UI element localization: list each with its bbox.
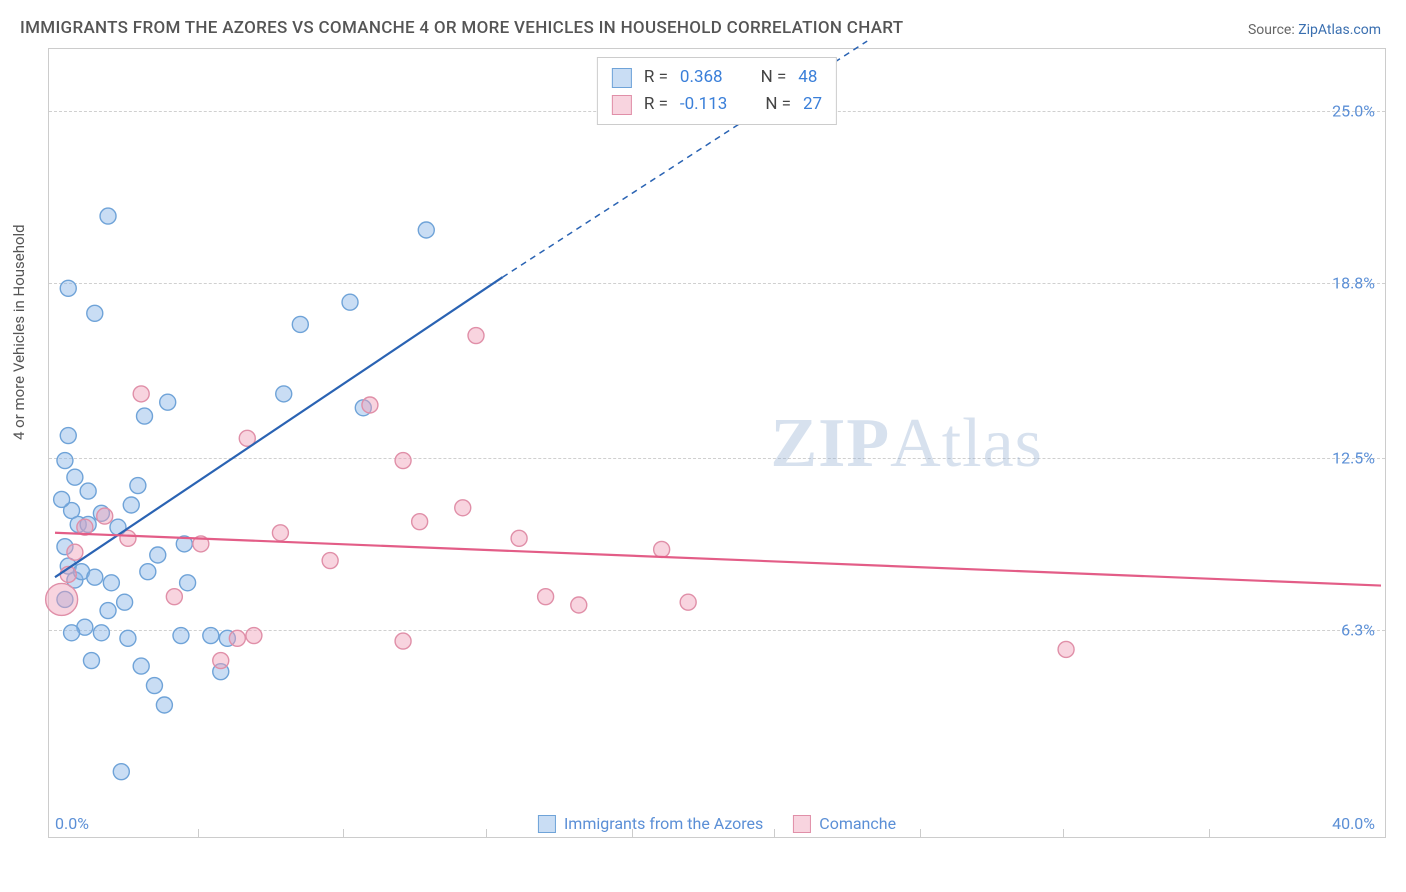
scatter-point [203, 628, 219, 644]
scatter-point [1058, 641, 1074, 657]
scatter-point [93, 625, 109, 641]
scatter-point [322, 553, 338, 569]
x-axis-max-label: 40.0% [1332, 814, 1375, 833]
stat-n-value: 48 [798, 64, 817, 91]
x-tick [198, 829, 199, 837]
series-swatch [612, 95, 632, 115]
scatter-point [680, 594, 696, 610]
scatter-point [272, 525, 288, 541]
stat-n-value: 27 [803, 91, 822, 118]
scatter-point [100, 603, 116, 619]
stat-row: R = 0.368 N = 48 [612, 64, 822, 91]
scatter-point [166, 589, 182, 605]
scatter-point [146, 678, 162, 694]
scatter-point [571, 597, 587, 613]
scatter-point [67, 544, 83, 560]
scatter-point [468, 328, 484, 344]
scatter-point [395, 453, 411, 469]
scatter-point [117, 594, 133, 610]
legend-swatch [793, 815, 811, 833]
scatter-point [412, 514, 428, 530]
x-tick [486, 829, 487, 837]
scatter-plot-svg [49, 49, 1385, 837]
x-tick [920, 829, 921, 837]
legend-label: Comanche [819, 814, 896, 833]
scatter-point [83, 653, 99, 669]
stat-r-label: R = [644, 64, 668, 91]
stat-n-label: N = [765, 91, 791, 118]
x-tick [774, 829, 775, 837]
stat-r-label: R = [644, 91, 668, 118]
source-attribution: Source: ZipAtlas.com [1248, 22, 1381, 38]
x-axis-legend: Immigrants from the Azores Comanche [538, 814, 896, 833]
scatter-point [137, 408, 153, 424]
legend-swatch [538, 815, 556, 833]
scatter-point [80, 483, 96, 499]
legend-item: Comanche [793, 814, 896, 833]
chart-plot-area: 6.3%12.5%18.8%25.0% ZIPAtlas R =0.368N =… [48, 48, 1386, 838]
stats-legend-box: R = 0.368 N = 48 R = -0.113 N = 27 [597, 57, 837, 125]
scatter-point [60, 280, 76, 296]
scatter-point [133, 658, 149, 674]
source-label: Source: [1248, 22, 1295, 38]
scatter-point [156, 697, 172, 713]
scatter-point [140, 564, 156, 580]
scatter-point [103, 575, 119, 591]
scatter-point [160, 394, 176, 410]
scatter-point [229, 630, 245, 646]
trend-line [55, 533, 1381, 586]
scatter-point [64, 625, 80, 641]
scatter-point [654, 541, 670, 557]
scatter-point [54, 491, 70, 507]
source-link[interactable]: ZipAtlas.com [1298, 22, 1381, 38]
scatter-point [418, 222, 434, 238]
scatter-point [130, 478, 146, 494]
scatter-point [538, 589, 554, 605]
scatter-point [455, 500, 471, 516]
x-tick [343, 829, 344, 837]
scatter-point [46, 583, 78, 615]
scatter-point [60, 428, 76, 444]
legend-label: Immigrants from the Azores [564, 814, 763, 833]
x-tick [632, 829, 633, 837]
y-axis-label: 4 or more Vehicles in Household [10, 224, 28, 440]
x-tick [1209, 829, 1210, 837]
scatter-point [97, 508, 113, 524]
x-tick [1063, 829, 1064, 837]
stat-r-value: -0.113 [680, 91, 727, 118]
scatter-point [292, 316, 308, 332]
scatter-point [173, 628, 189, 644]
scatter-point [87, 305, 103, 321]
scatter-point [362, 397, 378, 413]
scatter-point [150, 547, 166, 563]
stat-r-value: 0.368 [680, 64, 723, 91]
legend-item: Immigrants from the Azores [538, 814, 763, 833]
scatter-point [120, 630, 136, 646]
scatter-point [213, 653, 229, 669]
scatter-point [100, 208, 116, 224]
scatter-point [342, 294, 358, 310]
scatter-point [276, 386, 292, 402]
scatter-point [57, 453, 73, 469]
scatter-point [87, 569, 103, 585]
scatter-point [246, 628, 262, 644]
stat-n-label: N = [761, 64, 787, 91]
scatter-point [180, 575, 196, 591]
scatter-point [113, 764, 129, 780]
scatter-point [123, 497, 139, 513]
series-swatch [612, 68, 632, 88]
scatter-point [395, 633, 411, 649]
chart-title: IMMIGRANTS FROM THE AZORES VS COMANCHE 4… [20, 18, 903, 38]
x-axis-min-label: 0.0% [55, 814, 89, 833]
scatter-point [133, 386, 149, 402]
scatter-point [67, 469, 83, 485]
stat-row: R = -0.113 N = 27 [612, 91, 822, 118]
scatter-point [511, 530, 527, 546]
